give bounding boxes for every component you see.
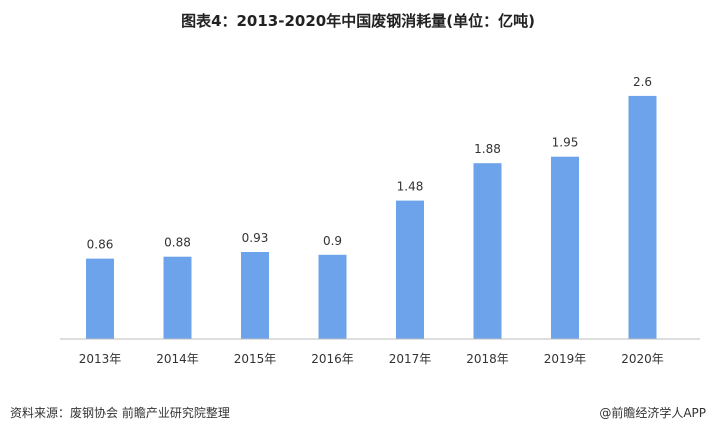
x-tick-label-2019年: 2019年 xyxy=(544,352,587,366)
bar-2020年 xyxy=(628,95,657,340)
bar-2019年 xyxy=(551,156,579,339)
value-label-2014年: 0.88 xyxy=(164,236,191,250)
x-tick-label-2014年: 2014年 xyxy=(156,352,199,366)
x-tick-label-2020年: 2020年 xyxy=(621,352,664,366)
x-tick-label-2013年: 2013年 xyxy=(79,352,122,366)
x-tick-label-2018年: 2018年 xyxy=(466,352,509,366)
brand-label: @前瞻经济学人APP xyxy=(599,406,706,420)
x-tick-labels-group: 2013年 2014年 2015年 2016年 2017年 2018年 2019年 2020年 xyxy=(79,352,664,366)
bar-2016年 xyxy=(318,254,347,339)
bar-2018年 xyxy=(473,163,502,339)
chart-title: 图表4：2013-2020年中国废钢消耗量(单位：亿吨) xyxy=(181,12,535,30)
bar-2015年 xyxy=(241,252,269,339)
x-tick-label-2017年: 2017年 xyxy=(389,352,432,366)
source-note: 资料来源：废钢协会 前瞻产业研究院整理 xyxy=(10,406,230,420)
x-tick-label-2016年: 2016年 xyxy=(311,352,354,366)
value-label-2018年: 1.88 xyxy=(474,142,501,156)
value-label-2013年: 0.86 xyxy=(87,238,114,252)
value-labels-group: 0.86 0.88 0.93 0.9 1.48 1.88 1.95 2.6 xyxy=(87,75,652,252)
bar-2014年 xyxy=(163,256,192,339)
bar-2017年 xyxy=(396,200,424,339)
value-label-2015年: 0.93 xyxy=(242,231,269,245)
x-tick-label-2015年: 2015年 xyxy=(234,352,277,366)
bar-2013年 xyxy=(86,258,114,339)
value-label-2017年: 1.48 xyxy=(397,180,424,194)
bars-group xyxy=(86,95,657,340)
value-label-2019年: 1.95 xyxy=(552,136,579,150)
value-label-2020年: 2.6 xyxy=(633,75,652,89)
value-label-2016年: 0.9 xyxy=(323,234,342,248)
